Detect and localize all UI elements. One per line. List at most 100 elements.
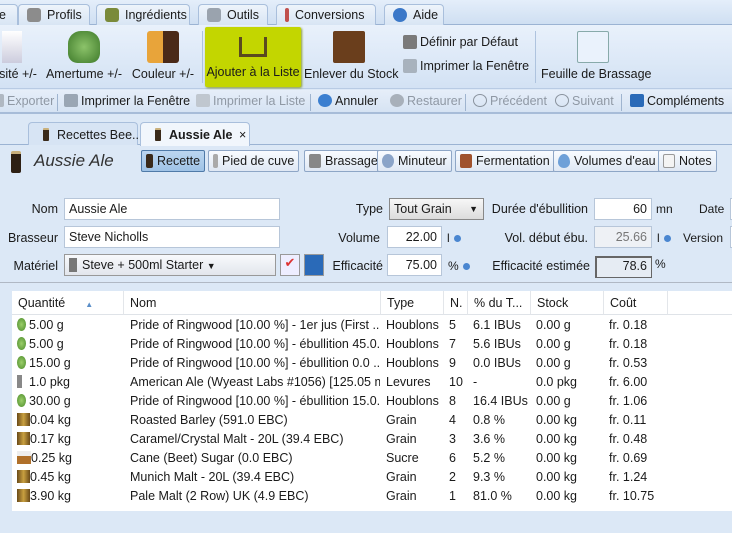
notes-icon bbox=[663, 154, 675, 168]
menu-tab-label: Aide bbox=[413, 8, 439, 22]
table-row[interactable]: 0.04 kg Roasted Barley (591.0 EBC) Grain 4 0… bbox=[12, 411, 732, 430]
boxes-icon bbox=[333, 31, 365, 63]
brasseur-input[interactable]: Steve Nicholls bbox=[64, 226, 280, 248]
definir-defaut-button[interactable]: Définir par Défaut bbox=[403, 35, 518, 49]
feuille-brassage-button[interactable]: Feuille de Brassage bbox=[541, 27, 651, 87]
table-row[interactable]: 0.45 kg Munich Malt - 20L (39.4 EBC) Grain… bbox=[12, 468, 732, 487]
save-equipment-icon[interactable] bbox=[304, 254, 324, 276]
view-volumes-eau[interactable]: Volumes d'eau bbox=[553, 150, 661, 172]
beer-icon bbox=[43, 128, 49, 141]
table-row[interactable]: 1.0 pkg American Ale (Wyeast Labs #1056) … bbox=[12, 373, 732, 392]
close-tab-icon[interactable]: × bbox=[238, 128, 247, 142]
densite-button[interactable]: sité +/- bbox=[0, 27, 40, 87]
puzzle-icon bbox=[630, 94, 644, 107]
n-value: 8 bbox=[449, 394, 456, 408]
col-quantite[interactable]: Quantité ▲ bbox=[12, 291, 124, 315]
amertume-button[interactable]: Amertume +/- bbox=[44, 27, 124, 87]
stock-value: 0.00 kg bbox=[536, 432, 578, 446]
imprimer-liste-button[interactable]: Imprimer la Liste bbox=[196, 94, 305, 108]
col-nom[interactable]: Nom bbox=[124, 291, 381, 315]
menu-tab-conversions[interactable]: Conversions bbox=[276, 4, 376, 25]
cell-n: 7 bbox=[449, 337, 469, 351]
table-row[interactable]: 5.00 g Pride of Ringwood [10.00 %] - ébul… bbox=[12, 335, 732, 354]
complements-button[interactable]: Compléments bbox=[630, 94, 724, 108]
col-cout[interactable]: Coût bbox=[604, 291, 668, 315]
nom-input[interactable]: Aussie Ale bbox=[64, 198, 280, 220]
imprimer-fenetre-ribbon-button[interactable]: Imprimer la Fenêtre bbox=[403, 59, 529, 73]
col-type[interactable]: Type bbox=[381, 291, 444, 315]
menu-tab-label: e bbox=[0, 8, 6, 22]
densite-label: sité +/- bbox=[0, 67, 37, 81]
eff-est-label: Efficacité estimée bbox=[492, 259, 590, 273]
efficacite-label: Efficacité bbox=[332, 259, 384, 273]
cell-qty: 0.04 kg bbox=[17, 413, 124, 427]
name-value: Pride of Ringwood [10.00 %] - 1er jus (F… bbox=[130, 318, 380, 332]
pct-value: 3.6 % bbox=[473, 432, 505, 446]
col-pct[interactable]: % du T... bbox=[468, 291, 531, 315]
ribbon-separator bbox=[535, 31, 536, 83]
suivant-button[interactable]: Suivant bbox=[555, 94, 614, 108]
table-row[interactable]: 0.17 kg Caramel/Crystal Malt - 20L (39.4 … bbox=[12, 430, 732, 449]
cell-n: 5 bbox=[449, 318, 469, 332]
cell-cost: fr. 0.53 bbox=[609, 356, 669, 370]
cell-n: 10 bbox=[449, 375, 469, 389]
type-value: Tout Grain bbox=[394, 202, 452, 216]
grain-icon bbox=[17, 470, 30, 483]
view-recette[interactable]: Recette bbox=[141, 150, 206, 172]
view-minuteur[interactable]: Minuteur bbox=[377, 150, 452, 172]
undo-icon bbox=[318, 94, 332, 107]
enlever-stock-button[interactable]: Enlever du Stock bbox=[304, 27, 399, 87]
info-dot-icon[interactable] bbox=[663, 235, 671, 242]
menu-tab-partial[interactable]: e bbox=[0, 4, 18, 25]
view-notes[interactable]: Notes bbox=[658, 150, 717, 172]
efficacite-input[interactable]: 75.00 bbox=[387, 254, 442, 276]
materiel-value: Steve + 500ml Starter bbox=[82, 258, 204, 272]
precedent-button[interactable]: Précédent bbox=[473, 94, 547, 108]
imprimer-fenetre-button[interactable]: Imprimer la Fenêtre bbox=[64, 94, 190, 108]
restaurer-button[interactable]: Restaurer bbox=[390, 94, 462, 108]
table-row[interactable]: 0.25 kg Cane (Beet) Sugar (0.0 EBC) Sucre 6… bbox=[12, 449, 732, 468]
date-input[interactable] bbox=[730, 198, 732, 220]
restaurer-label: Restaurer bbox=[407, 94, 462, 108]
menu-tab-profils[interactable]: Profils bbox=[18, 4, 90, 25]
view-pied-de-cuve[interactable]: Pied de cuve bbox=[208, 150, 300, 172]
cell-pct: 3.6 % bbox=[473, 432, 533, 446]
menu-tab-aide[interactable]: Aide bbox=[384, 4, 444, 25]
annuler-button[interactable]: Annuler bbox=[318, 94, 378, 108]
volume-input[interactable]: 22.00 bbox=[387, 226, 442, 248]
type-select[interactable]: Tout Grain ▼ bbox=[389, 198, 484, 220]
ajouter-liste-button[interactable]: Ajouter à la Liste bbox=[205, 27, 301, 87]
table-row[interactable]: 5.00 g Pride of Ringwood [10.00 %] - 1er … bbox=[12, 316, 732, 335]
menu-tab-ingredients[interactable]: Ingrédients bbox=[96, 4, 190, 25]
tab-recettes[interactable]: Recettes Bee... bbox=[28, 122, 142, 145]
couleur-button[interactable]: Couleur +/- bbox=[130, 27, 196, 87]
exporter-button[interactable]: Exporter bbox=[0, 94, 54, 108]
cell-pct: 16.4 IBUs bbox=[473, 394, 533, 408]
grain-icon bbox=[17, 432, 30, 445]
previous-icon bbox=[473, 94, 487, 107]
duree-input[interactable]: 60 bbox=[594, 198, 652, 220]
brasseur-label: Brasseur bbox=[7, 231, 58, 245]
edit-equipment-icon[interactable]: ✔ bbox=[280, 254, 300, 276]
cell-cost: fr. 0.18 bbox=[609, 318, 669, 332]
info-dot-icon[interactable] bbox=[453, 235, 461, 242]
menu-tab-outils[interactable]: Outils bbox=[198, 4, 268, 25]
info-dot-icon[interactable] bbox=[462, 263, 470, 270]
cell-qty: 0.17 kg bbox=[17, 432, 124, 446]
col-n[interactable]: N. bbox=[444, 291, 468, 315]
view-fermentation[interactable]: Fermentation bbox=[455, 150, 555, 172]
table-row[interactable]: 30.00 g Pride of Ringwood [10.00 %] - ébu… bbox=[12, 392, 732, 411]
kettle-icon bbox=[309, 154, 321, 168]
tab-aussie-ale[interactable]: Aussie Ale × bbox=[140, 122, 250, 146]
cost-value: fr. 0.18 bbox=[609, 318, 648, 332]
version-input[interactable] bbox=[730, 226, 732, 248]
unit-label: l bbox=[447, 231, 450, 245]
name-value: Munich Malt - 20L (39.4 EBC) bbox=[130, 470, 295, 484]
exporter-label: Exporter bbox=[7, 94, 55, 108]
col-stock[interactable]: Stock bbox=[531, 291, 604, 315]
table-row[interactable]: 15.00 g Pride of Ringwood [10.00 %] - ébu… bbox=[12, 354, 732, 373]
table-row[interactable]: 3.90 kg Pale Malt (2 Row) UK (4.9 EBC) Gra… bbox=[12, 487, 732, 506]
cost-value: fr. 0.48 bbox=[609, 432, 648, 446]
materiel-dropdown[interactable]: Steve + 500ml Starter ▼ bbox=[64, 254, 276, 276]
view-brassage[interactable]: Brassage bbox=[304, 150, 383, 172]
